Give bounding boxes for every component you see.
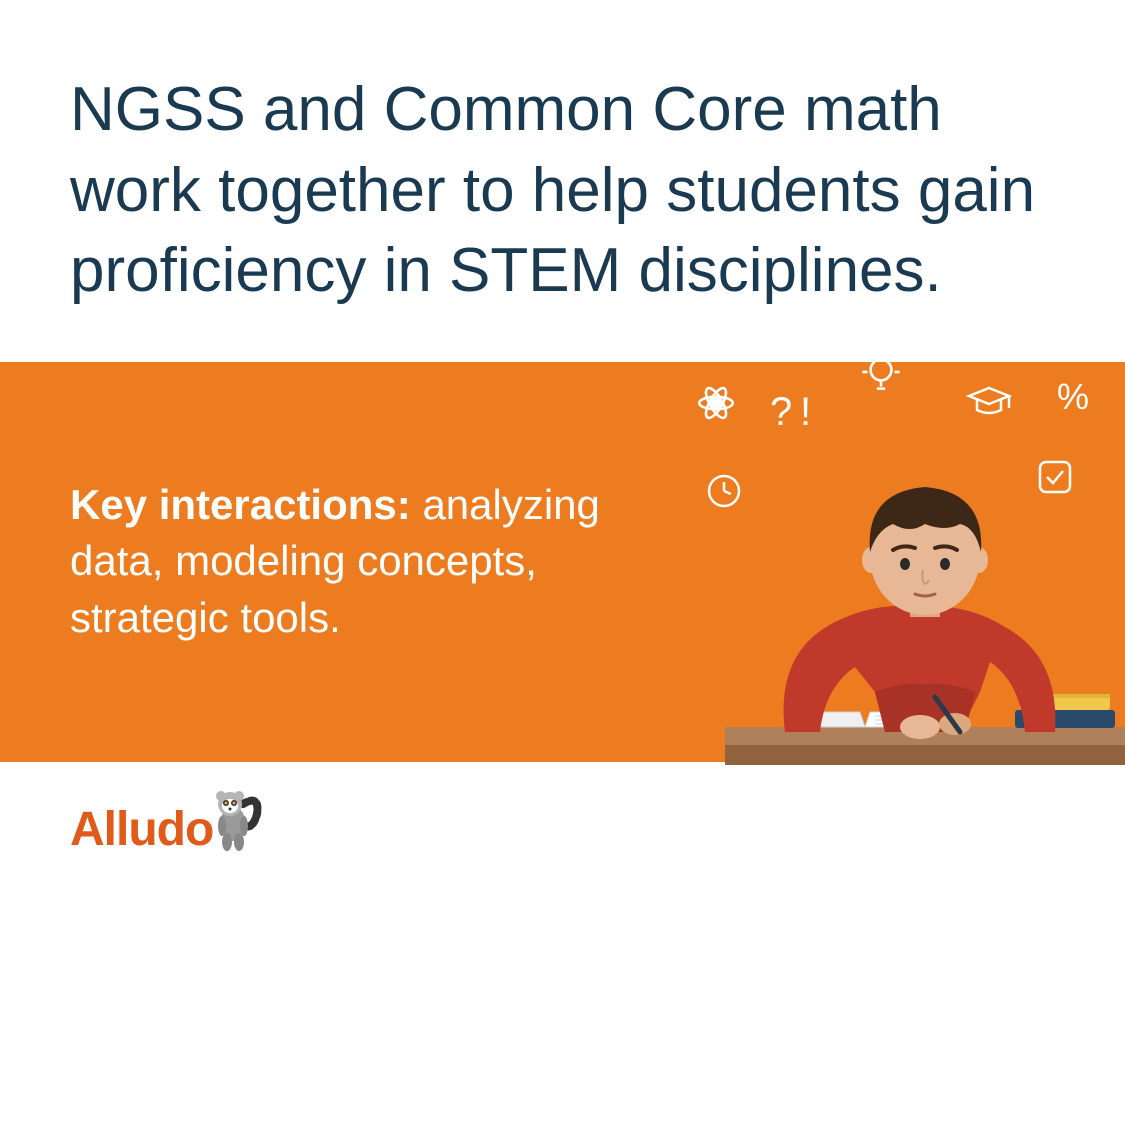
student-figure — [725, 432, 1125, 772]
logo-text: Alludo — [70, 802, 213, 857]
key-label: Key interactions: — [70, 481, 411, 528]
lightbulb-icon — [860, 347, 902, 397]
question-exclaim-icon: ? ! — [765, 387, 825, 437]
svg-text:?: ? — [770, 390, 792, 434]
grad-cap-icon — [965, 382, 1013, 420]
headline-text: NGSS and Common Core math work together … — [70, 70, 1055, 312]
student-illustration: ? ! % — [685, 342, 1125, 772]
svg-text:%: % — [1057, 377, 1089, 417]
key-interactions-band: Key interactions: analyzing data, modeli… — [0, 362, 1125, 762]
top-section: NGSS and Common Core math work together … — [0, 0, 1125, 362]
lemur-icon — [205, 784, 265, 854]
footer: Alludo — [0, 762, 1125, 897]
svg-text:!: ! — [800, 390, 811, 434]
key-interactions-text: Key interactions: analyzing data, modeli… — [70, 477, 630, 647]
atom-icon — [695, 382, 737, 424]
percent-icon: % — [1055, 377, 1095, 417]
